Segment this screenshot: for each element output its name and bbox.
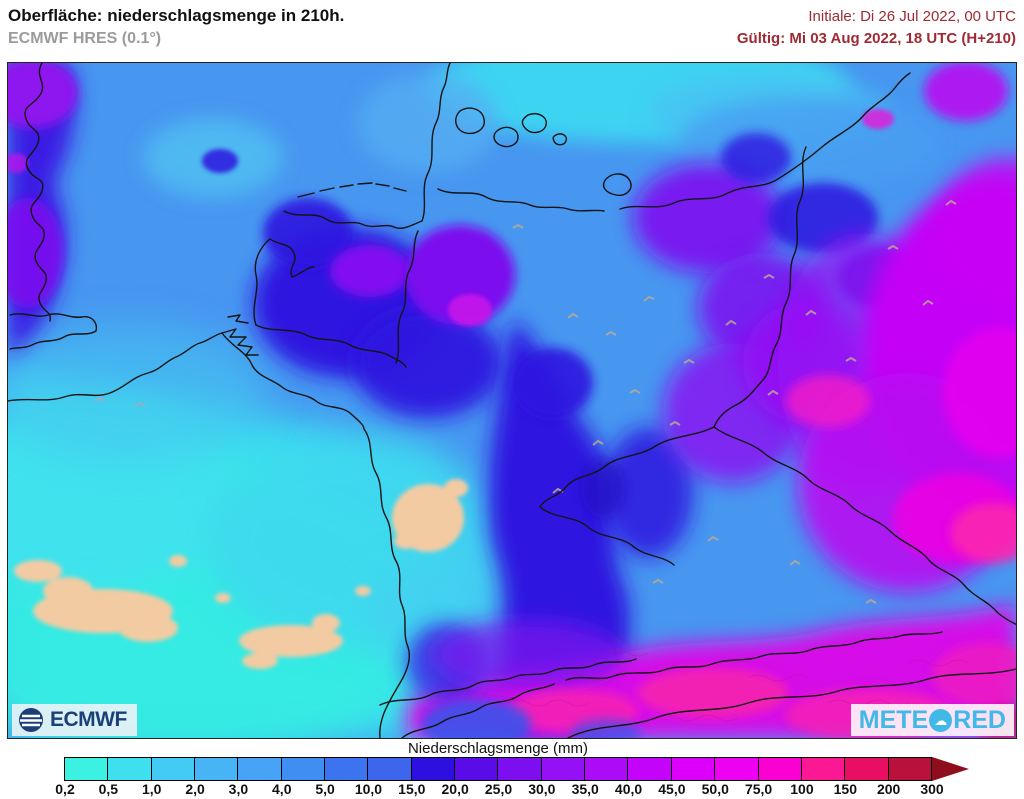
legend-tick-label: 35,0 bbox=[571, 781, 599, 797]
legend-bar bbox=[64, 757, 932, 781]
legend-tick-label: 3,0 bbox=[228, 781, 249, 797]
legend-tick-label: 15,0 bbox=[398, 781, 426, 797]
legend-cell bbox=[151, 758, 196, 780]
ecmwf-logo-label: ECMWF bbox=[50, 708, 127, 731]
model-subtitle: ECMWF HRES (0.1°) bbox=[8, 30, 162, 47]
legend-tick-label: 10,0 bbox=[354, 781, 383, 797]
legend-tick-label: 1,0 bbox=[141, 781, 162, 797]
meteored-logo-label-left: METE bbox=[858, 705, 929, 734]
meteored-logo: METE RED bbox=[850, 704, 1014, 736]
legend-cell bbox=[238, 758, 282, 780]
legend-tick-label: 0,5 bbox=[98, 781, 119, 797]
precip-field bbox=[8, 63, 1016, 738]
legend-tick-label: 2,0 bbox=[185, 781, 205, 797]
legend-cell bbox=[195, 758, 239, 780]
map-title: Oberfläche: niederschlagsmenge in 210h. bbox=[8, 6, 345, 25]
legend-cell bbox=[411, 758, 456, 780]
legend-tick-label: 45,0 bbox=[658, 781, 686, 797]
legend-cell bbox=[455, 758, 499, 780]
legend-cell bbox=[541, 758, 586, 780]
legend-cell bbox=[281, 758, 326, 780]
legend-tick-label: 50,0 bbox=[701, 781, 729, 797]
dry-area-patches bbox=[14, 479, 468, 669]
legend-cell bbox=[671, 758, 716, 780]
legend-arrow bbox=[932, 757, 969, 781]
legend-cell bbox=[845, 758, 889, 780]
ecmwf-globe-icon bbox=[19, 708, 43, 732]
legend-tick-label: 20,0 bbox=[441, 781, 469, 797]
ecmwf-logo: ECMWF bbox=[12, 704, 137, 736]
legend-cell bbox=[108, 758, 152, 780]
legend-cell bbox=[585, 758, 629, 780]
legend-cell bbox=[715, 758, 759, 780]
legend-cell bbox=[325, 758, 369, 780]
valid-time: Gültig: Mi 03 Aug 2022, 18 UTC (H+210) bbox=[736, 30, 1016, 47]
legend-title: Niederschlagsmenge (mm) bbox=[407, 740, 589, 757]
legend-tick-label: 200 bbox=[876, 781, 901, 797]
legend-tick-label: 150 bbox=[833, 781, 857, 797]
legend-tick-label: 100 bbox=[790, 781, 814, 797]
init-time: Initiale: Di 26 Jul 2022, 00 UTC bbox=[808, 8, 1016, 25]
legend-cell bbox=[65, 758, 109, 780]
legend-tick-label: 25,0 bbox=[484, 781, 513, 797]
legend-cell bbox=[888, 758, 931, 780]
legend-tick-label: 0,2 bbox=[55, 781, 75, 797]
precipitation-map-svg bbox=[8, 63, 1016, 738]
legend-tick-label: 75,0 bbox=[744, 781, 773, 797]
legend-tick-label: 40,0 bbox=[614, 781, 643, 797]
legend-cell bbox=[498, 758, 542, 780]
legend-tick-label: 5,0 bbox=[315, 781, 335, 797]
country-borders bbox=[8, 63, 1016, 738]
meteored-cloud-icon bbox=[929, 708, 953, 732]
legend-cell bbox=[758, 758, 802, 780]
legend-tick-label: 30,0 bbox=[528, 781, 556, 797]
map-canvas: ECMWF METE RED bbox=[7, 62, 1017, 739]
urban-marks bbox=[94, 199, 957, 604]
legend-cell bbox=[628, 758, 672, 780]
legend-cell bbox=[801, 758, 846, 780]
legend-tick-labels: 0,2 0,5 1,0 2,0 3,0 4,0 5,0 10,0 15,0 20,0 25,0 30,… bbox=[55, 781, 965, 798]
legend-cell bbox=[368, 758, 412, 780]
legend-tick-label: 4,0 bbox=[272, 781, 292, 797]
legend-tick-label: 300 bbox=[920, 781, 944, 797]
meteored-logo-label-right: RED bbox=[953, 705, 1006, 734]
